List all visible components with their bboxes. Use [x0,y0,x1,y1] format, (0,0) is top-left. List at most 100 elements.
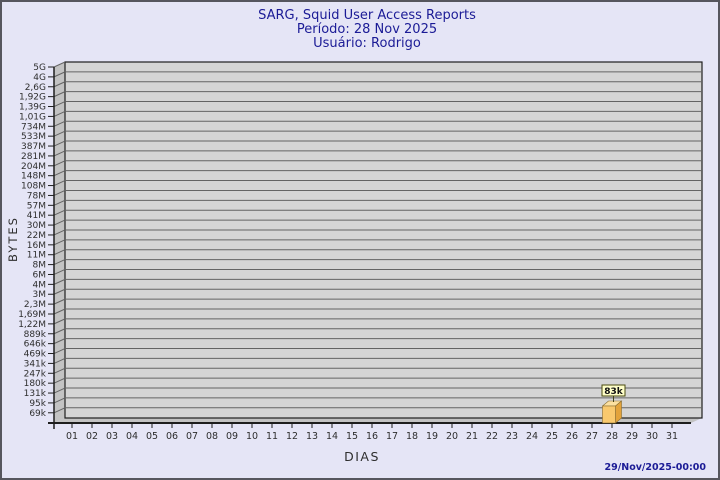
y-tick-diagonal [53,407,66,414]
y-tick-label: 108M [21,182,46,192]
x-tick-label: 25 [546,431,558,442]
y-tick-diagonal [53,120,66,127]
x-tick-label: 19 [426,431,438,442]
x-axis-title: DIAS [344,449,380,464]
y-tick-diagonal [53,367,66,374]
y-tick-diagonal [53,357,66,364]
y-tick-label: 4G [33,73,46,83]
y-tick-diagonal [53,318,66,325]
chart-title: SARG, Squid User Access Reports [258,8,476,23]
x-tick-label: 15 [346,431,358,442]
y-tick-diagonal [53,269,66,275]
y-tick-label: 57M [27,201,46,211]
y-tick-label: 247k [24,369,47,379]
x-tick-label: 28 [606,431,618,442]
y-tick-diagonal [53,308,66,315]
y-tick-diagonal [53,328,66,335]
bar-value-label: 83k [604,387,624,397]
chart-user-subtitle: Usuário: Rodrigo [313,36,421,51]
y-tick-diagonal [53,278,66,285]
y-tick-diagonal [53,377,66,384]
x-tick-label: 03 [106,431,118,442]
y-tick-label: 16M [27,241,46,251]
y-tick-label: 69k [29,409,46,419]
bar-value-tag [601,384,626,397]
y-tick-label: 2,3M [24,300,46,310]
x-tick-label: 26 [566,431,578,442]
x-tick-label: 13 [306,431,318,442]
y-tick-label: 1,22M [18,320,46,330]
y-tick-label: 4M [33,280,47,290]
x-tick-label: 18 [406,431,418,442]
y-tick-diagonal [53,288,66,295]
y-tick-diagonal [53,249,66,256]
x-tick-label: 01 [66,431,78,442]
y-tick-label: 3M [33,290,47,300]
y-tick-diagonal [53,91,66,98]
x-tick-label: 27 [586,431,598,442]
x-tick-label: 30 [646,431,658,442]
chart-generated-layer: 5G4G2,6G1,92G1,39G1,01G734M533M387M281M2… [18,61,703,442]
x-tick-label: 09 [226,431,238,442]
x-tick-label: 23 [506,431,518,442]
y-tick-diagonal [53,298,66,305]
y-tick-label: 1,39G [19,103,46,113]
x-tick-label: 20 [446,431,458,442]
generated-timestamp: 29/Nov/2025-00:00 [605,462,707,473]
y-tick-diagonal [53,259,66,266]
y-tick-label: 387M [21,142,46,152]
y-tick-label: 148M [21,172,46,182]
x-tick-label: 08 [206,431,218,442]
y-tick-label: 734M [21,122,46,132]
x-tick-label: 31 [666,431,678,442]
x-tick-label: 17 [386,431,398,442]
y-tick-diagonal [53,81,66,88]
chart-floor [54,418,702,423]
x-tick-label: 07 [186,431,198,442]
y-tick-label: 2,6G [25,83,46,93]
y-tick-label: 30M [27,221,46,231]
y-tick-label: 180k [24,379,47,389]
y-tick-label: 41M [27,211,46,221]
y-tick-diagonal [53,219,66,226]
y-tick-diagonal [53,160,66,167]
y-tick-diagonal [53,239,66,246]
x-tick-label: 29 [626,431,638,442]
y-tick-label: 131k [24,389,47,399]
y-tick-diagonal [53,170,66,177]
x-tick-label: 05 [146,431,158,442]
y-tick-diagonal [53,397,66,404]
y-tick-label: 533M [21,132,46,142]
y-tick-diagonal [53,338,66,345]
y-tick-label: 469k [24,350,47,360]
y-tick-diagonal [53,110,66,117]
y-tick-label: 281M [21,152,46,162]
chart-period-subtitle: Período: 28 Nov 2025 [297,22,437,37]
y-tick-diagonal [53,150,66,157]
y-axis-title: BYTES [6,216,20,262]
x-tick-label: 12 [286,431,298,442]
x-tick-label: 06 [166,431,178,442]
y-tick-label: 6M [33,270,47,280]
y-tick-label: 889k [24,330,47,340]
y-tick-diagonal [53,229,66,236]
y-tick-label: 204M [21,162,46,172]
y-tick-label: 1,69M [18,310,46,320]
x-tick-label: 21 [466,431,478,442]
y-tick-label: 1,01G [19,112,46,122]
y-tick-diagonal [53,387,66,394]
y-tick-diagonal [53,130,66,137]
y-tick-diagonal [53,101,66,107]
y-tick-diagonal [53,189,66,196]
y-tick-diagonal [53,71,66,78]
y-tick-diagonal [53,209,66,216]
x-tick-label: 22 [486,431,498,442]
y-tick-diagonal [53,199,66,206]
x-tick-label: 11 [266,431,278,442]
y-tick-diagonal [53,140,66,147]
y-tick-label: 95k [29,399,46,409]
y-tick-label: 646k [24,340,47,350]
y-tick-label: 341k [24,359,47,369]
